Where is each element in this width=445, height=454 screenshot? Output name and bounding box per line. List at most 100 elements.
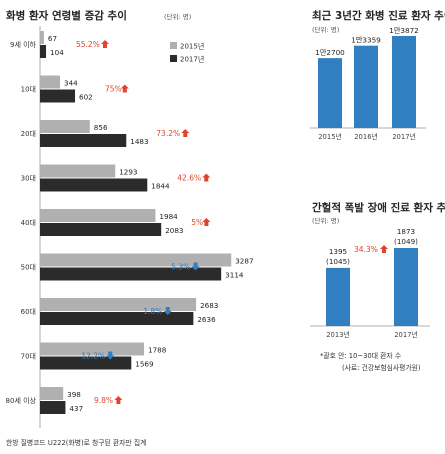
value-label-2017: 1569 bbox=[135, 360, 154, 369]
bar-2015 bbox=[40, 253, 232, 267]
trend-category-label: 2015년 bbox=[318, 132, 342, 141]
legend-label-2017: 2017년 bbox=[180, 55, 204, 64]
down-arrow-icon bbox=[191, 262, 200, 271]
value-label-2017: 1483 bbox=[130, 137, 148, 146]
value-label-2015: 67 bbox=[48, 34, 57, 43]
trend-category-label: 2016년 bbox=[354, 132, 378, 141]
value-label-2017: 2636 bbox=[197, 315, 216, 324]
value-label-2015: 398 bbox=[67, 390, 81, 399]
up-arrow-icon bbox=[114, 396, 123, 404]
trend-category-label: 2017년 bbox=[392, 132, 416, 141]
bar-2015 bbox=[40, 164, 116, 178]
ied-bar bbox=[394, 248, 418, 326]
value-label-2017: 2083 bbox=[165, 226, 183, 235]
legend-swatch-2015 bbox=[170, 42, 177, 49]
bar-2015 bbox=[40, 387, 64, 400]
ied-category-label: 2013년 bbox=[326, 330, 350, 339]
age-chart-unit: (단위: 명) bbox=[164, 13, 192, 21]
trend-chart-unit: (단위: 명) bbox=[312, 26, 340, 34]
trend-chart-svg: 1만2700 2015년 1만3359 2016년 1만3872 2017년 bbox=[310, 26, 426, 141]
bar-2017 bbox=[40, 178, 148, 192]
ied-change-label: 34.3% bbox=[354, 245, 378, 254]
bar-2017 bbox=[40, 45, 47, 58]
bar-2017 bbox=[40, 223, 162, 236]
trend-bar bbox=[318, 58, 342, 128]
age-chart-footnote: 한방 질병코드 U222(화병)로 청구된 환자만 집계 bbox=[6, 439, 147, 447]
ied-bar bbox=[326, 267, 350, 326]
change-label: 55.2% bbox=[76, 40, 100, 49]
bar-2017 bbox=[40, 134, 127, 147]
trend-bar bbox=[392, 36, 416, 128]
legend-label-2015: 2015년 bbox=[180, 42, 204, 51]
value-label-2015: 1984 bbox=[159, 212, 178, 221]
age-category-label: 60대 bbox=[21, 308, 36, 316]
value-label-2015: 3287 bbox=[235, 257, 253, 266]
bar-2017 bbox=[40, 356, 132, 370]
age-category-label: 70대 bbox=[21, 353, 36, 361]
value-label-2017: 602 bbox=[79, 93, 93, 102]
ied-category-label: 2017년 bbox=[394, 330, 418, 339]
value-label-2017: 437 bbox=[69, 404, 83, 413]
ied-chart-note: *괄호 안: 10~30대 환자 수 bbox=[320, 352, 402, 360]
bar-2015 bbox=[40, 298, 197, 311]
ied-value-label: 1873 bbox=[397, 227, 415, 236]
value-label-2015: 856 bbox=[94, 123, 108, 132]
change-label: 73.2% bbox=[156, 129, 180, 138]
up-arrow-icon bbox=[202, 218, 211, 226]
bar-2017 bbox=[40, 312, 194, 325]
bar-2015 bbox=[40, 209, 156, 222]
up-arrow-icon bbox=[101, 40, 109, 48]
bar-2015 bbox=[40, 120, 90, 133]
change-label: 1.8% bbox=[143, 307, 162, 316]
ied-chart-svg: 1395(1045) 2013년 1873(1049) 2017년 34.3% bbox=[310, 227, 430, 339]
up-arrow-icon bbox=[380, 245, 388, 253]
age-category-label: 30대 bbox=[21, 175, 36, 183]
trend-value-label: 1만3359 bbox=[351, 36, 381, 45]
age-category-label: 9세 이하 bbox=[10, 40, 37, 49]
change-label: 9.8% bbox=[94, 396, 113, 405]
down-arrow-icon bbox=[106, 351, 115, 360]
value-label-2015: 2683 bbox=[200, 301, 218, 310]
age-category-label: 10대 bbox=[21, 86, 36, 94]
ied-chart-title: 간헐적 폭발 장애 진료 환자 추이 bbox=[312, 202, 445, 214]
bar-2017 bbox=[40, 267, 222, 281]
up-arrow-icon bbox=[181, 129, 190, 137]
right-panel: 최근 3년간 화병 진료 환자 추이 (단위: 명) 1만2700 2015년 1만… bbox=[296, 0, 445, 454]
bar-2015 bbox=[40, 342, 145, 356]
change-label: 5.3% bbox=[171, 263, 190, 272]
age-category-label: 50대 bbox=[21, 264, 36, 272]
value-label-2015: 344 bbox=[64, 79, 78, 88]
change-label: 75% bbox=[105, 85, 122, 94]
value-label-2015: 1788 bbox=[148, 346, 167, 355]
ied-value-label: 1395 bbox=[329, 247, 347, 256]
value-label-2015: 1293 bbox=[119, 168, 137, 177]
ied-chart-source: (사료: 건강보험심사평가원) bbox=[342, 364, 421, 372]
change-label: 12.2% bbox=[81, 352, 105, 361]
age-category-label: 80세 이상 bbox=[6, 396, 37, 405]
bar-2017 bbox=[40, 89, 76, 103]
bar-2017 bbox=[40, 401, 66, 414]
trend-bar bbox=[354, 45, 378, 128]
trend-value-label: 1만2700 bbox=[315, 48, 345, 57]
age-chart-panel: 화병 환자 연령별 증감 추이 (단위: 명) 9세 이하 67 104 55.2% 1… bbox=[6, 10, 254, 447]
ied-sub-label: (1049) bbox=[394, 237, 418, 246]
up-arrow-icon bbox=[120, 84, 129, 93]
ied-sub-label: (1045) bbox=[326, 257, 350, 266]
trend-chart-title: 최근 3년간 화병 진료 환자 추이 bbox=[312, 10, 445, 22]
age-chart-title: 화병 환자 연령별 증감 추이 bbox=[6, 10, 127, 22]
value-label-2017: 3114 bbox=[225, 271, 244, 280]
down-arrow-icon bbox=[163, 307, 172, 315]
up-arrow-icon bbox=[202, 173, 211, 182]
age-category-label: 40대 bbox=[21, 219, 36, 227]
change-label: 5% bbox=[191, 218, 203, 227]
bar-2015 bbox=[40, 75, 61, 89]
value-label-2017: 1844 bbox=[151, 182, 170, 191]
ied-chart-unit: (단위: 명) bbox=[312, 217, 340, 225]
trend-value-label: 1만3872 bbox=[389, 26, 418, 35]
change-label: 42.6% bbox=[177, 174, 201, 183]
legend-swatch-2017 bbox=[170, 55, 177, 62]
value-label-2017: 104 bbox=[50, 48, 64, 57]
bar-2015 bbox=[40, 31, 44, 44]
age-category-label: 20대 bbox=[21, 130, 36, 138]
